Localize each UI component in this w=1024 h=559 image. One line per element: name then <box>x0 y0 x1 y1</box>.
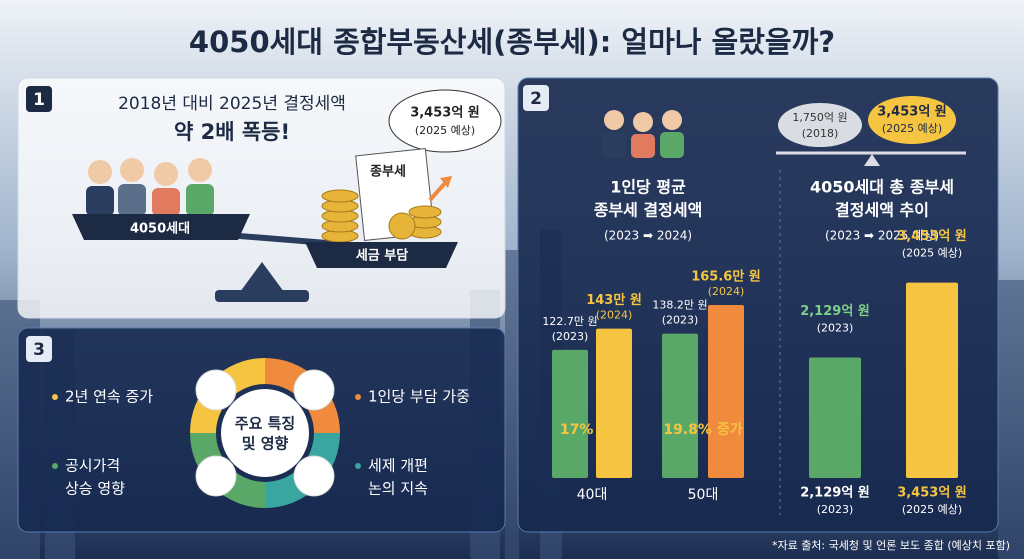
series-label: (2023) <box>662 314 699 327</box>
value-label: 2,129억 원 <box>800 304 870 319</box>
footer-source: *자료 출처: 국세청 및 언론 보도 종합 (예상치 포함) <box>772 539 1010 552</box>
value-label: 122.7만 원 <box>542 315 597 328</box>
value-label: 143만 원 <box>586 292 642 308</box>
feature-item: 세제 개편 <box>368 457 428 475</box>
comparison-note: (2025 예상) <box>882 122 942 135</box>
feature-item: 2년 연속 증가 <box>65 388 153 406</box>
category-label: (2023) <box>817 322 854 335</box>
comparison-note: (2018) <box>802 127 839 140</box>
comparison-value: 3,453억 원 <box>877 105 947 120</box>
bar <box>662 333 698 478</box>
panel-2: 2 1,750억 원 (2018) 3,453억 원 (2025 예상) <box>517 77 999 533</box>
bar <box>596 328 632 478</box>
series-label: (2024) <box>596 309 633 322</box>
bubble-note: (2025 예상) <box>415 124 475 137</box>
chart-subtitle: (2023 ➡ 2025 예상) <box>825 229 939 243</box>
value-label: 3,453억 원 <box>897 229 967 244</box>
bar <box>809 357 861 478</box>
bar <box>906 282 958 478</box>
value-label: 165.6만 원 <box>691 269 761 285</box>
bar <box>708 305 744 478</box>
cycle-center: 및 영향 <box>242 435 289 453</box>
scale-illustration: 4050세대 종부세 세금 부담 <box>72 148 458 302</box>
feature-item: 공시가격 <box>65 457 120 475</box>
x-tick-label: 50대 <box>688 487 719 503</box>
series-label: (2024) <box>708 285 745 298</box>
category-label: (2025 예상) <box>902 247 962 260</box>
panel-1: 1 2018년 대비 2025년 결정세액 약 2배 폭등! 3,453억 원 … <box>17 77 506 319</box>
value-label: 3,453억 원 <box>897 486 967 501</box>
panel-heading: 2018년 대비 2025년 결정세액 <box>118 94 346 114</box>
value-label: 138.2만 원 <box>652 299 707 312</box>
x-tick-label: (2025 예상) <box>902 503 962 516</box>
panel-number: 3 <box>33 340 45 360</box>
left-plate-label: 4050세대 <box>130 222 190 237</box>
panel-number: 2 <box>530 89 542 109</box>
chart-title: 1인당 평균 <box>610 178 686 197</box>
comparison-value: 1,750억 원 <box>792 111 847 124</box>
series-label: (2023) <box>552 330 589 343</box>
chart-subtitle: (2023 ➡ 2024) <box>604 229 692 243</box>
cycle-center: 주요 특징 <box>235 415 295 433</box>
panel-3: 3 주요 특징 및 영향 2년 연속 증가 1인당 부담 가중 공시가격 상승 … <box>17 327 506 533</box>
feature-item: 1인당 부담 가중 <box>368 388 470 406</box>
bubble-value: 3,453억 원 <box>410 106 480 121</box>
x-tick-label: (2023) <box>817 503 854 516</box>
feature-item: 논의 지속 <box>368 480 428 498</box>
change-annotation: 17% 증가 <box>560 422 624 438</box>
chart-title: 결정세액 추이 <box>835 201 929 220</box>
value-label: 2,129억 원 <box>800 486 870 501</box>
change-annotation: 19.8% 증가 <box>663 422 742 438</box>
right-plate-label: 세금 부담 <box>356 249 408 264</box>
bar <box>552 349 588 478</box>
x-tick-label: 40대 <box>577 487 608 503</box>
feature-item: 상승 영향 <box>65 480 125 498</box>
chart-title: 4050세대 총 종부세 <box>810 178 954 197</box>
page-title: 4050세대 종합부동산세(종부세): 얼마나 올랐을까? <box>189 25 835 59</box>
panel-number: 1 <box>33 90 45 110</box>
chart-title: 종부세 결정세액 <box>594 201 703 220</box>
people-icon <box>602 110 684 158</box>
panel-highlight: 약 2배 폭등! <box>174 120 290 144</box>
document-label: 종부세 <box>370 165 406 180</box>
